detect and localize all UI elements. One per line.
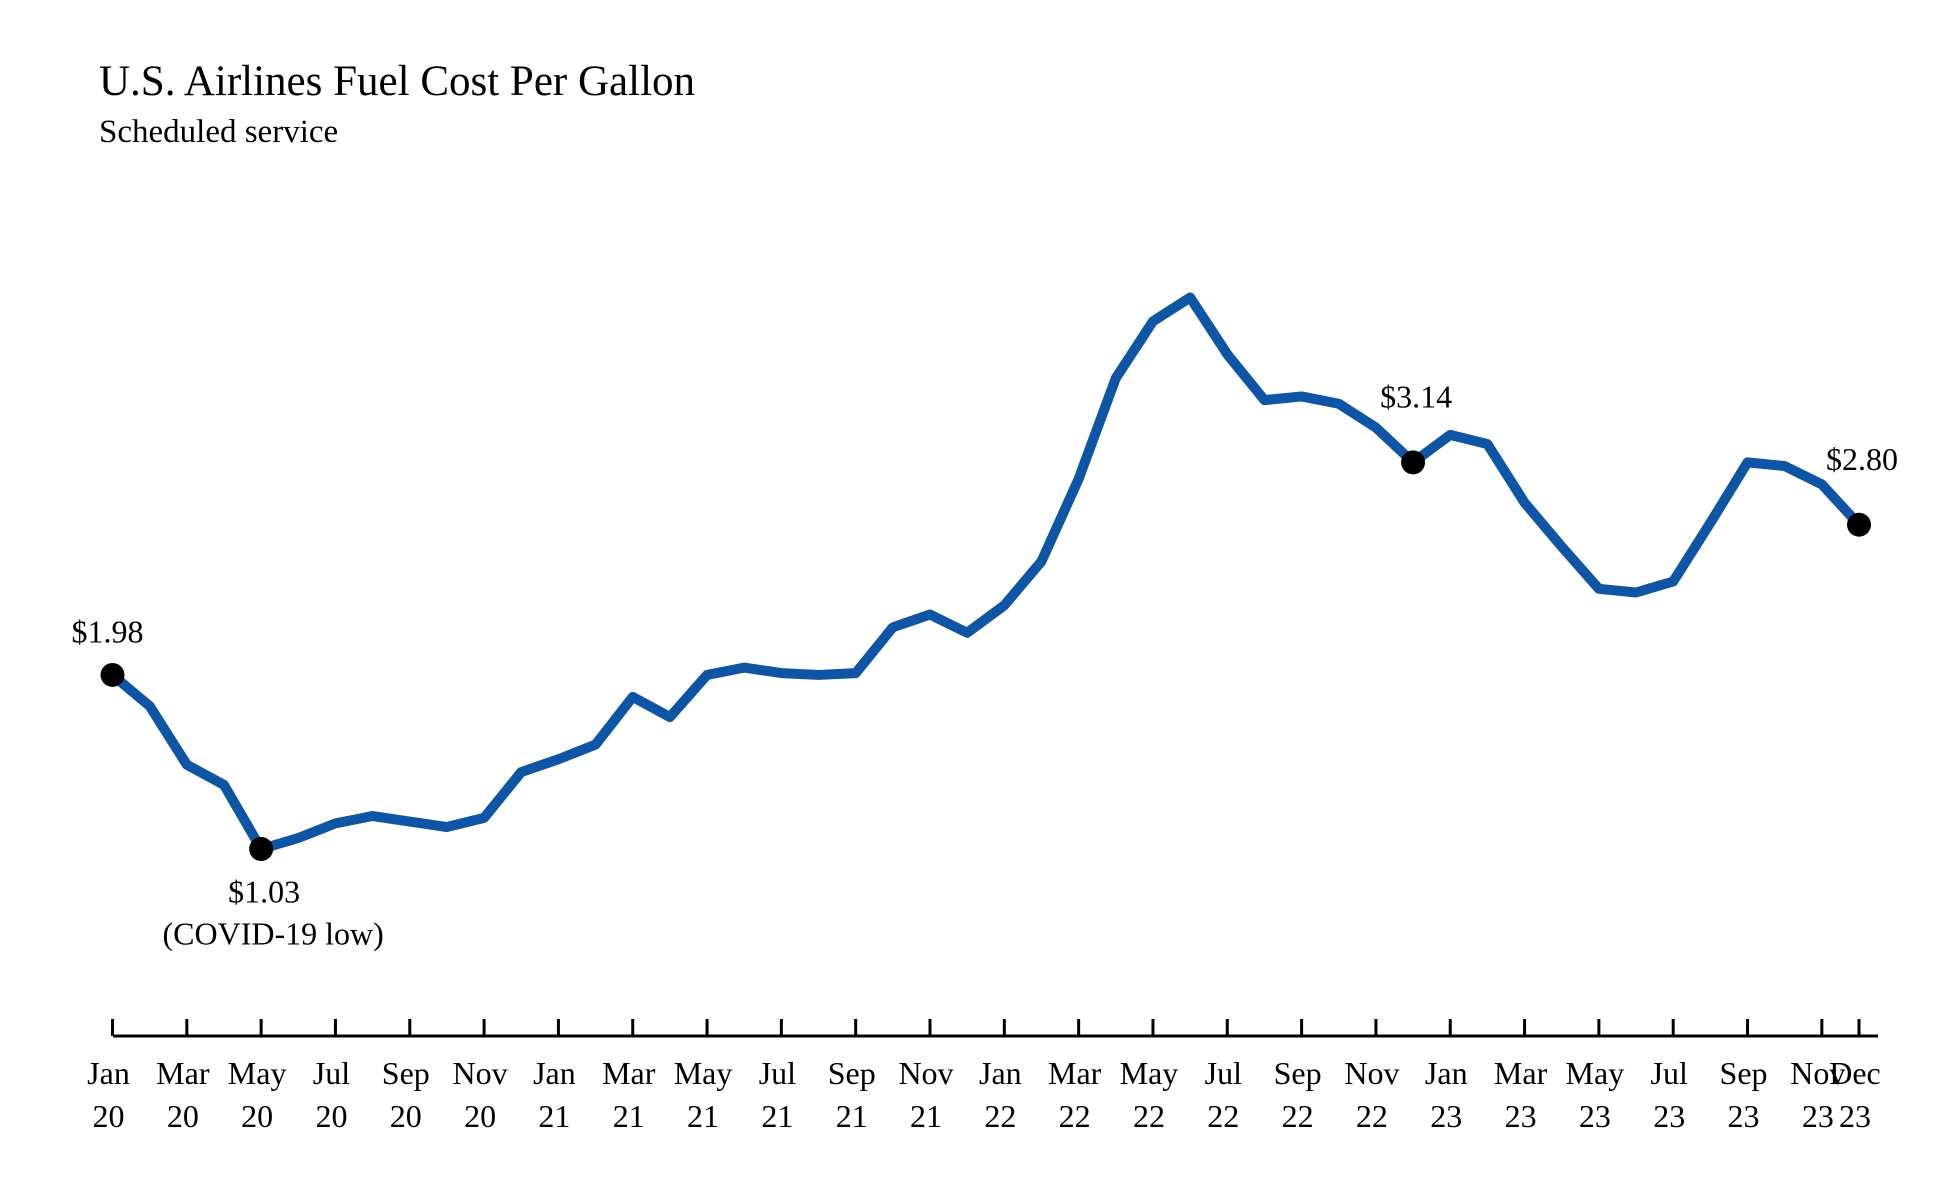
x-tick-label: Sep 20 bbox=[381, 1055, 430, 1134]
value-label: $1.03 bbox=[228, 873, 300, 909]
x-tick-label: Nov 20 bbox=[452, 1055, 508, 1134]
x-tick-label: May 20 bbox=[227, 1055, 287, 1134]
highlight-point bbox=[100, 662, 125, 687]
x-tick-label: Nov 21 bbox=[898, 1055, 954, 1134]
highlight-point bbox=[1401, 450, 1426, 475]
x-tick-label: Jul 21 bbox=[758, 1055, 797, 1134]
x-tick-label: Jul 20 bbox=[312, 1055, 351, 1134]
x-tick-label: May 21 bbox=[673, 1055, 733, 1134]
highlight-point bbox=[249, 837, 274, 861]
x-tick-label: Jan 20 bbox=[87, 1055, 130, 1134]
x-tick-label: Nov 22 bbox=[1344, 1055, 1400, 1134]
x-tick-label: Jul 22 bbox=[1204, 1055, 1242, 1134]
x-tick-label: Mar 21 bbox=[602, 1055, 656, 1134]
x-tick-label: Sep 23 bbox=[1719, 1055, 1768, 1134]
x-tick-label: Jul 23 bbox=[1650, 1055, 1688, 1134]
x-tick-label: Sep 22 bbox=[1273, 1055, 1322, 1134]
x-tick-label: May 22 bbox=[1119, 1055, 1179, 1134]
value-label: $2.80 bbox=[1826, 441, 1898, 477]
x-tick-label: Jan 21 bbox=[533, 1055, 576, 1134]
x-tick-label: May 23 bbox=[1565, 1055, 1625, 1134]
x-tick-label: Dec 23 bbox=[1829, 1055, 1881, 1134]
chart-title: U.S. Airlines Fuel Cost Per Gallon bbox=[99, 58, 695, 105]
highlight-point bbox=[1847, 512, 1871, 537]
chart-subtitle: Scheduled service bbox=[99, 114, 338, 150]
annotation: (COVID-19 low) bbox=[162, 915, 383, 951]
x-tick-label: Sep 21 bbox=[827, 1055, 876, 1134]
x-tick-label: Nov 23 bbox=[1790, 1055, 1846, 1134]
x-tick-label: Mar 20 bbox=[156, 1055, 210, 1134]
data-line bbox=[107, 292, 1864, 854]
x-tick-label: Jan 22 bbox=[979, 1055, 1022, 1134]
value-label: $3.14 bbox=[1380, 379, 1452, 415]
x-tick-label: Jan 23 bbox=[1424, 1055, 1468, 1134]
x-tick-label: Mar 23 bbox=[1493, 1055, 1548, 1134]
value-label: $1.98 bbox=[72, 613, 144, 649]
x-tick-label: Mar 22 bbox=[1047, 1055, 1102, 1134]
